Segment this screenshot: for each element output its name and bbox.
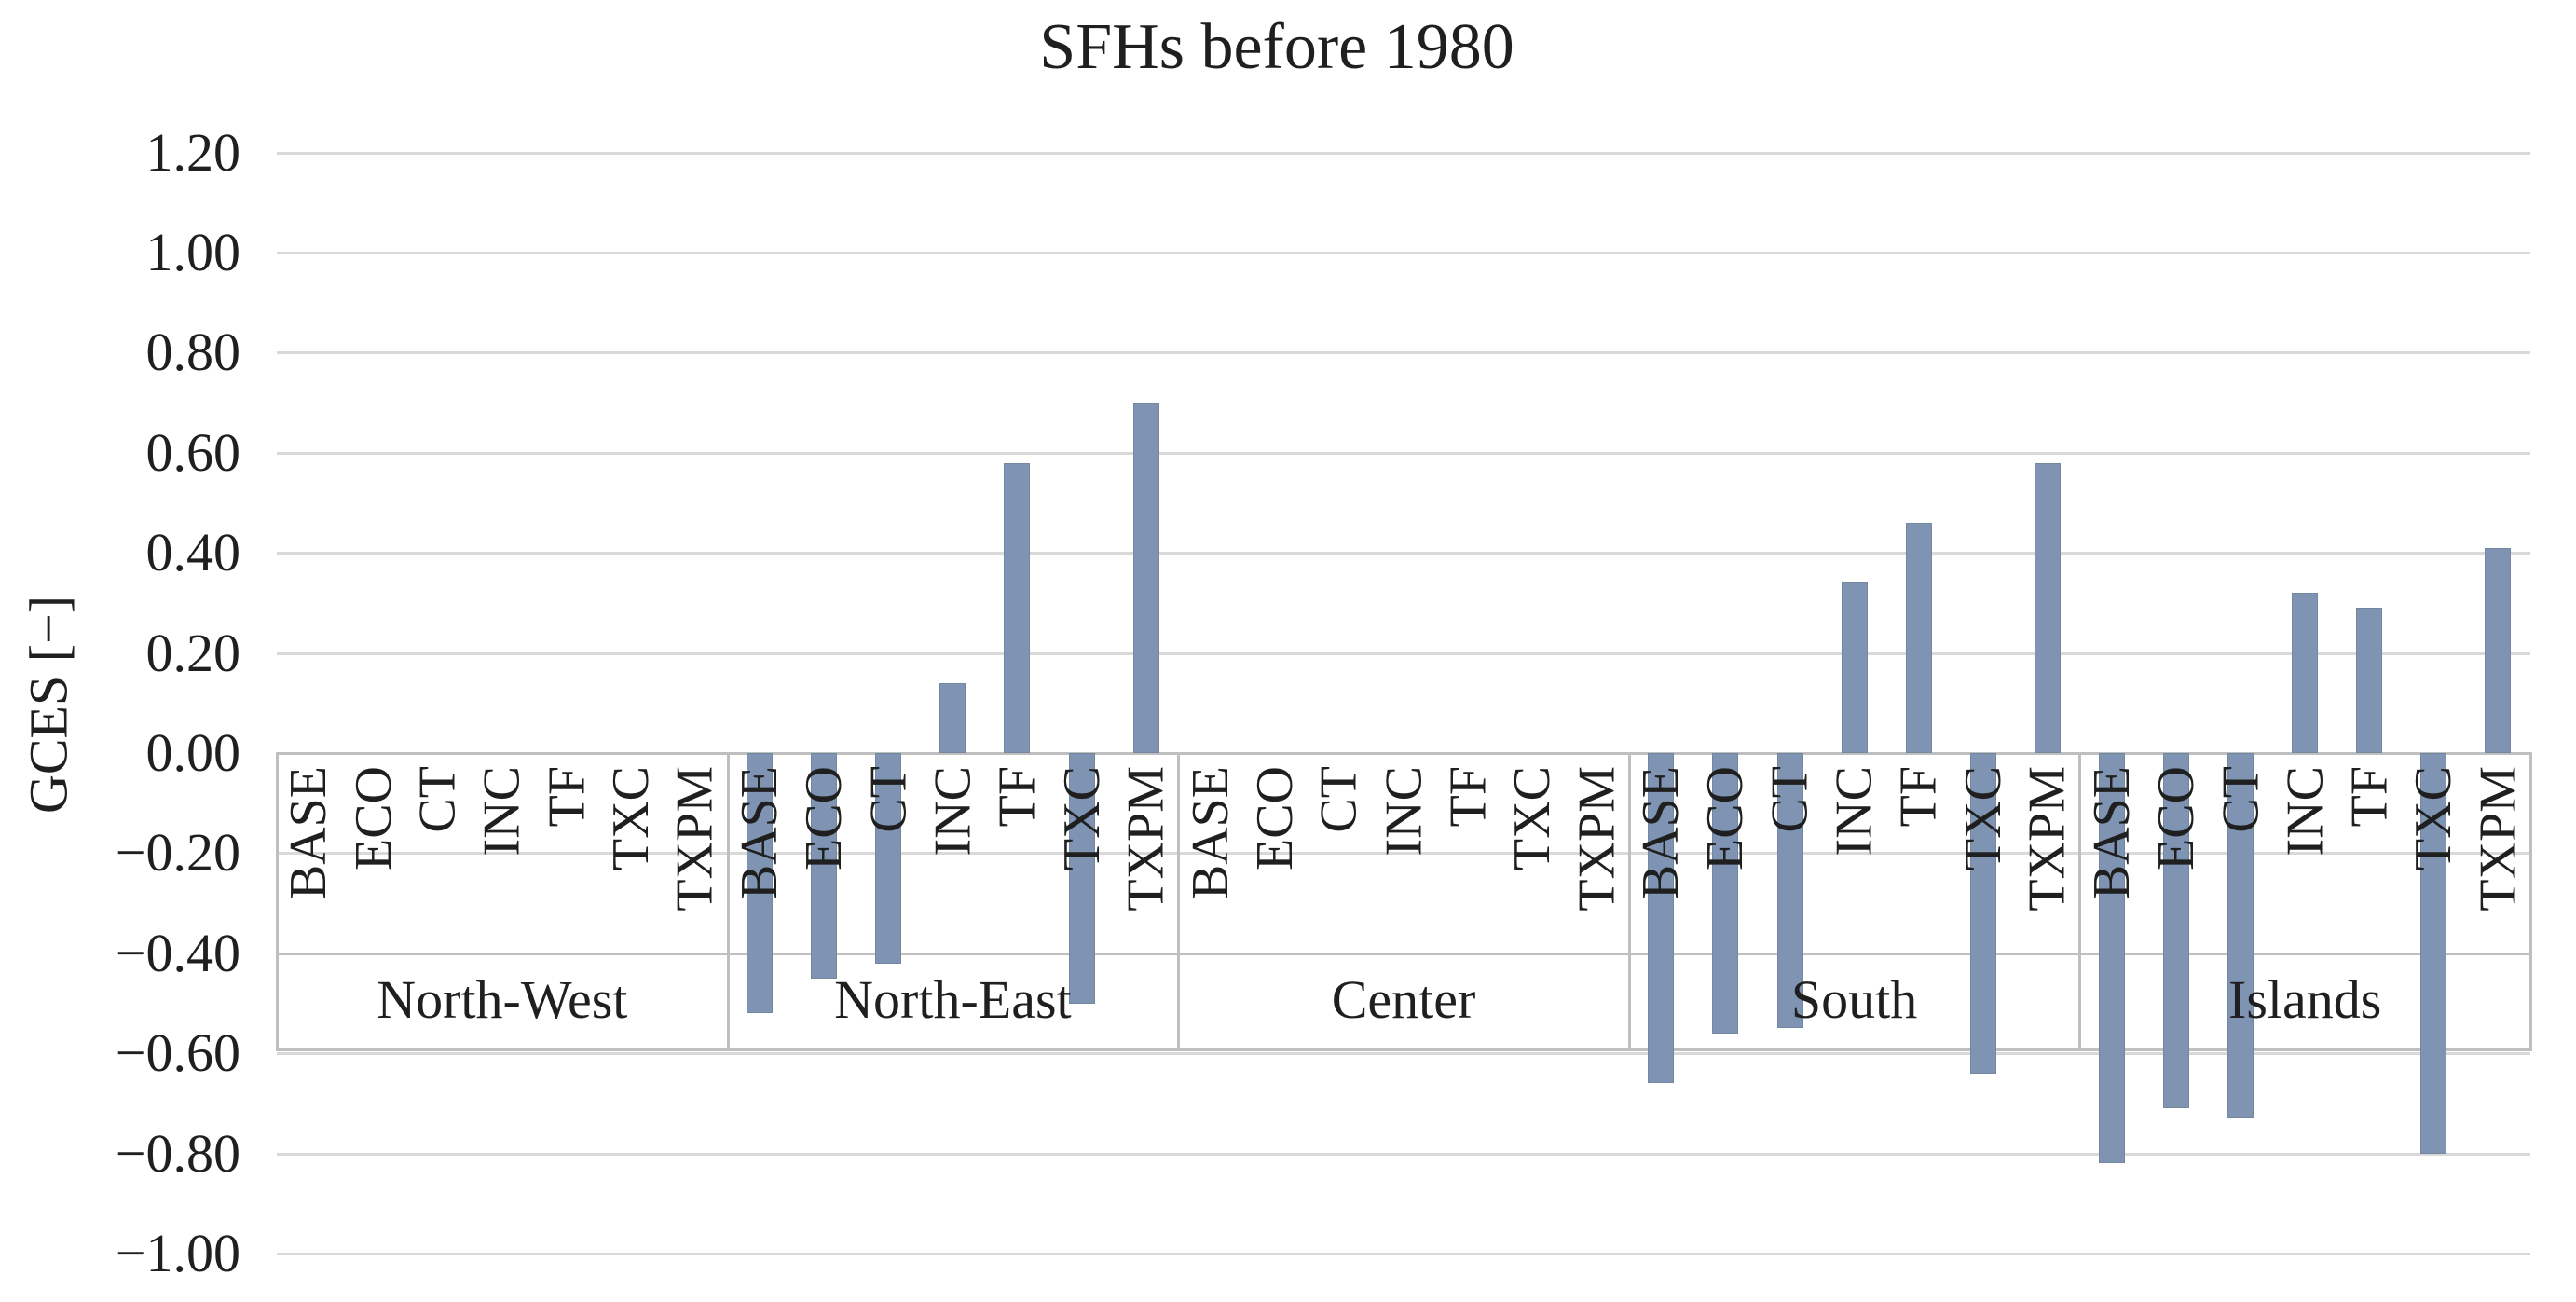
category-label: TXPM	[1117, 766, 1175, 911]
category-label: TF	[2340, 766, 2399, 828]
gridline	[277, 451, 2530, 455]
chart-title: SFHs before 1980	[1039, 11, 1514, 83]
y-axis-title: GCES [−]	[18, 595, 79, 815]
bar-north-east-ct	[875, 753, 902, 964]
bar-south-txpm	[2034, 462, 2061, 753]
category-label: TXC	[1052, 766, 1111, 870]
gridline	[277, 1253, 2530, 1255]
category-label: TXC	[601, 766, 660, 870]
category-label: TXPM	[2469, 766, 2528, 911]
y-tick-label: −0.60	[115, 1022, 240, 1084]
y-tick-label: 0.00	[145, 722, 241, 783]
category-label: INC	[2276, 766, 2335, 857]
group-label: North-West	[377, 969, 628, 1030]
category-label: TXPM	[666, 766, 725, 911]
bar-islands-eco	[2163, 753, 2190, 1109]
bar-islands-ct	[2227, 753, 2254, 1118]
category-label: INC	[1825, 766, 1884, 857]
bar-south-base	[1648, 753, 1675, 1084]
category-label: BASE	[2082, 766, 2141, 900]
category-label: TF	[537, 766, 596, 828]
category-label: TF	[1889, 766, 1948, 828]
bar-south-eco	[1712, 753, 1739, 1034]
bar-islands-txc	[2420, 753, 2447, 1154]
category-label: INC	[924, 766, 982, 857]
category-label: CT	[859, 766, 918, 833]
gridline	[277, 1152, 2530, 1156]
axis-band-border	[277, 752, 2530, 755]
y-tick-label: 0.60	[145, 421, 241, 483]
gridline	[277, 651, 2530, 655]
y-tick-label: 1.00	[145, 222, 241, 282]
y-tick-label: 1.20	[145, 121, 241, 183]
axis-band-border	[1627, 752, 1631, 1051]
category-label: TF	[1439, 766, 1498, 828]
axis-band-border	[726, 752, 730, 1051]
group-label: North-East	[834, 969, 1072, 1030]
group-label: Islands	[2228, 969, 2382, 1030]
gridline	[277, 552, 2530, 555]
axis-band-border	[1177, 752, 1181, 1051]
bar-islands-base	[2098, 753, 2125, 1164]
gridline	[277, 1052, 2530, 1056]
category-label: BASE	[1632, 766, 1691, 900]
gridline	[277, 852, 2530, 856]
bar-south-tf	[1905, 522, 1932, 753]
gridline	[277, 252, 2530, 254]
bar-north-east-inc	[939, 682, 966, 753]
axis-band-border	[2529, 752, 2532, 1051]
bar-islands-inc	[2292, 593, 2319, 753]
y-tick-label: 0.20	[145, 622, 241, 683]
category-label: TF	[988, 766, 1047, 828]
bar-islands-txpm	[2485, 547, 2512, 753]
bar-south-inc	[1841, 582, 1868, 753]
group-label: South	[1790, 969, 1918, 1030]
y-tick-label: −1.00	[115, 1223, 240, 1283]
category-label: ECO	[1696, 766, 1755, 870]
gridline	[277, 351, 2530, 355]
y-tick-label: −0.20	[115, 822, 240, 884]
group-label: Center	[1331, 969, 1476, 1030]
axis-band-border	[2078, 752, 2082, 1051]
category-label: TXC	[1953, 766, 2012, 870]
y-tick-label: 0.40	[145, 522, 241, 583]
category-label: TXPM	[2018, 766, 2076, 911]
bar-south-ct	[1776, 753, 1803, 1029]
category-label: TXC	[1503, 766, 1562, 870]
category-label: TXC	[2405, 766, 2463, 870]
category-label: BASE	[1181, 766, 1240, 900]
category-label: ECO	[2147, 766, 2206, 870]
category-label: INC	[473, 766, 531, 857]
bar-north-east-eco	[811, 753, 838, 979]
axis-band-border	[276, 752, 279, 1051]
y-tick-label: −0.40	[115, 922, 240, 983]
bar-north-east-tf	[1004, 462, 1031, 753]
bar-north-east-txc	[1068, 753, 1095, 1004]
axis-band-border	[277, 1048, 2530, 1051]
axis-band-border	[277, 953, 2530, 955]
category-label: TXPM	[1568, 766, 1626, 911]
category-label: BASE	[731, 766, 789, 900]
bar-islands-tf	[2356, 608, 2383, 753]
y-tick-label: 0.80	[145, 322, 241, 383]
category-label: CT	[408, 766, 467, 833]
bar-south-txc	[1969, 753, 1996, 1074]
category-label: ECO	[1245, 766, 1304, 870]
category-label: CT	[1761, 766, 1819, 833]
category-label: ECO	[795, 766, 854, 870]
y-tick-label: −0.80	[115, 1122, 240, 1184]
bar-north-east-txpm	[1132, 403, 1159, 753]
category-label: CT	[2212, 766, 2270, 833]
category-label: ECO	[344, 766, 403, 870]
gridline	[277, 151, 2530, 155]
bar-north-east-base	[747, 753, 774, 1014]
category-label: BASE	[280, 766, 338, 900]
category-label: CT	[1309, 766, 1368, 833]
category-label: INC	[1375, 766, 1432, 857]
